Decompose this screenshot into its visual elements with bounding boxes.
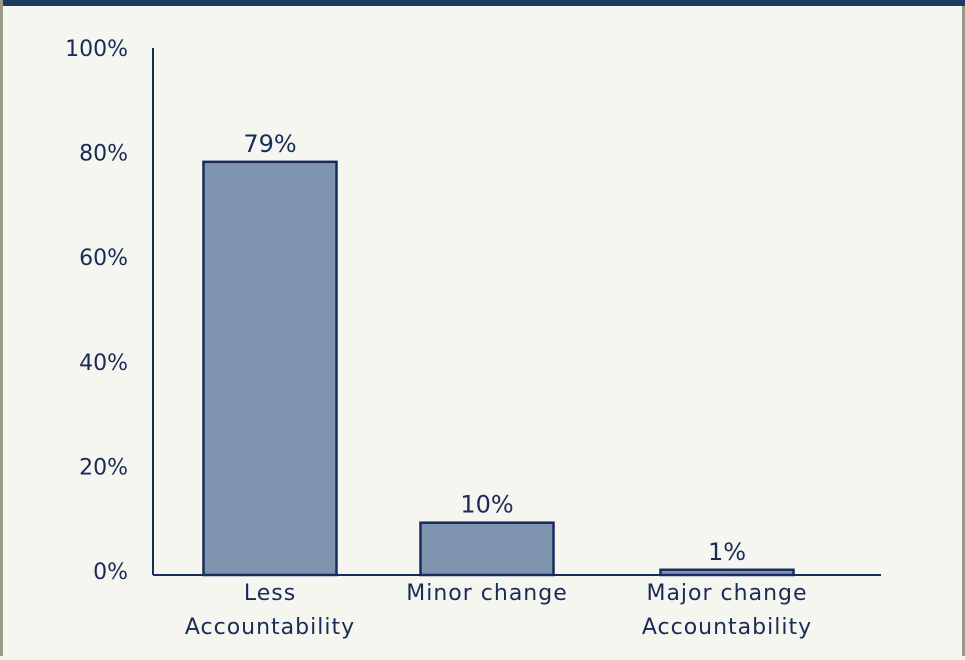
y-tick-label: 60%	[79, 246, 128, 271]
data-label: 10%	[460, 491, 513, 519]
bars	[202, 160, 795, 577]
category-label: Less	[244, 581, 296, 606]
bar	[202, 160, 338, 577]
category-label: Accountability	[642, 615, 812, 640]
y-tick-label: 0%	[93, 560, 128, 585]
top-border	[3, 0, 965, 6]
data-label: 79%	[243, 130, 296, 158]
y-tick-label: 20%	[79, 455, 128, 480]
data-labels: 79% 10% 1%	[243, 130, 746, 566]
y-tick-label: 100%	[65, 37, 128, 62]
y-tick-label: 80%	[79, 142, 128, 167]
category-label: Minor change	[406, 581, 568, 606]
bar	[659, 568, 795, 577]
bar	[419, 521, 555, 577]
y-tick-label: 40%	[79, 351, 128, 376]
bar-chart: 0% 20% 40% 60% 80% 100% 79% 10% 1% Less Accounta…	[65, 37, 881, 640]
data-label: 1%	[708, 538, 746, 566]
category-label: Major change	[646, 581, 807, 606]
category-labels: Less Accountability Minor change Major chan…	[185, 581, 812, 640]
category-label: Accountability	[185, 615, 355, 640]
